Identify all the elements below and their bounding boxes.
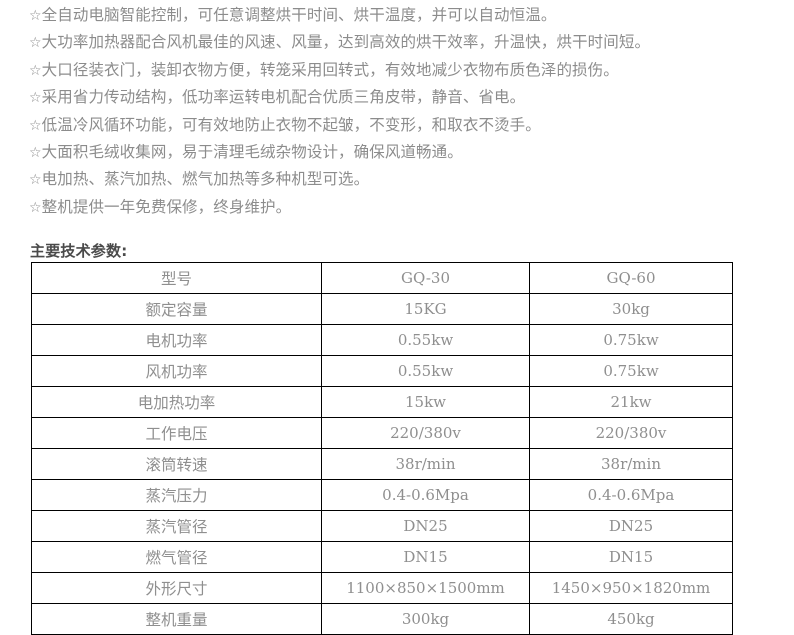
feature-item: ☆大功率加热器配合风机最佳的风速、风量，达到高效的烘干效率，升温快，烘干时间短。 xyxy=(29,29,769,56)
table-row: 燃气管径 DN15 DN15 xyxy=(31,541,733,573)
param-value-gq60-cell: 0.75kw xyxy=(529,355,733,387)
param-value-gq60-cell: DN15 xyxy=(529,541,733,573)
feature-item: ☆全自动电脑智能控制，可任意调整烘干时间、烘干温度，并可以自动恒温。 xyxy=(29,2,769,29)
param-name-cell: 整机重量 xyxy=(31,603,322,635)
param-value-gq30-cell: DN15 xyxy=(321,541,530,573)
param-value-gq30-cell: 1100×850×1500mm xyxy=(321,572,530,604)
param-value-gq60-cell: 0.4-0.6Mpa xyxy=(529,479,733,511)
feature-item: ☆电加热、蒸汽加热、燃气加热等多种机型可选。 xyxy=(29,166,769,193)
feature-list: ☆全自动电脑智能控制，可任意调整烘干时间、烘干温度，并可以自动恒温。 ☆大功率加热… xyxy=(29,2,769,221)
table-row: 电机功率 0.55kw 0.75kw xyxy=(31,324,733,356)
table-row: 蒸汽压力 0.4-0.6Mpa 0.4-0.6Mpa xyxy=(31,479,733,511)
star-icon: ☆ xyxy=(29,8,42,24)
param-value-gq30-cell: 15KG xyxy=(321,293,530,325)
feature-item: ☆大口径装衣门，装卸衣物方便，转笼采用回转式，有效地减少衣物布质色泽的损伤。 xyxy=(29,57,769,84)
param-value-gq30-cell: 300kg xyxy=(321,603,530,635)
star-icon: ☆ xyxy=(29,117,42,134)
table-row: 外形尺寸 1100×850×1500mm 1450×950×1820mm xyxy=(31,572,733,604)
param-name-cell: 外形尺寸 xyxy=(31,572,322,604)
feature-item: ☆低温冷风循环功能，可有效地防止衣物不起皱，不变形，和取衣不烫手。 xyxy=(29,112,769,139)
feature-item: ☆整机提供一年免费保修，终身维护。 xyxy=(29,194,769,221)
feature-item: ☆大面积毛绒收集网，易于清理毛绒杂物设计，确保风道畅通。 xyxy=(29,139,769,166)
table-row: 滚筒转速 38r/min 38r/min xyxy=(31,448,733,480)
feature-item-text: 电加热、蒸汽加热、燃气加热等多种机型可选。 xyxy=(41,170,370,189)
param-name-cell: 蒸汽管径 xyxy=(31,510,322,542)
param-value-gq60-cell: 220/380v xyxy=(529,417,733,449)
param-value-gq60-cell: 21kw xyxy=(529,386,733,418)
product-spec-page: ☆全自动电脑智能控制，可任意调整烘干时间、烘干温度，并可以自动恒温。 ☆大功率加热… xyxy=(29,2,769,635)
feature-item-text: 低温冷风循环功能，可有效地防止衣物不起皱，不变形，和取衣不烫手。 xyxy=(41,115,541,134)
feature-item-text: 大面积毛绒收集网，易于清理毛绒杂物设计，确保风道畅通。 xyxy=(41,143,463,162)
param-name-cell: 工作电压 xyxy=(31,417,322,449)
column-header-gq60: GQ-60 xyxy=(529,262,733,294)
param-name-cell: 电机功率 xyxy=(31,324,322,356)
param-value-gq30-cell: DN25 xyxy=(321,510,530,542)
spec-table: 型号 GQ-30 GQ-60 额定容量 15KG 30kg 电机功率 0.55kw 0.75kw… xyxy=(31,262,733,635)
star-icon: ☆ xyxy=(29,62,42,79)
spec-table-container: 型号 GQ-30 GQ-60 额定容量 15KG 30kg 电机功率 0.55kw 0.75kw… xyxy=(31,262,733,635)
column-header-gq30: GQ-30 xyxy=(321,262,530,294)
param-value-gq30-cell: 15kw xyxy=(321,386,530,418)
table-row: 电加热功率 15kw 21kw xyxy=(31,386,733,418)
star-icon: ☆ xyxy=(29,90,42,107)
feature-item-text: 全自动电脑智能控制，可任意调整烘干时间、烘干温度，并可以自动恒温。 xyxy=(41,6,557,24)
table-row: 风机功率 0.55kw 0.75kw xyxy=(31,355,733,387)
feature-item: ☆采用省力传动结构，低功率运转电机配合优质三角皮带，静音、省电。 xyxy=(29,84,769,111)
column-header-model: 型号 xyxy=(31,262,322,294)
feature-item-text: 采用省力传动结构，低功率运转电机配合优质三角皮带，静音、省电。 xyxy=(41,88,526,107)
feature-item-text: 整机提供一年免费保修，终身维护。 xyxy=(41,197,292,216)
param-value-gq30-cell: 0.55kw xyxy=(321,324,530,356)
table-row: 整机重量 300kg 450kg xyxy=(31,603,733,635)
table-row: 蒸汽管径 DN25 DN25 xyxy=(31,510,733,542)
param-value-gq30-cell: 0.55kw xyxy=(321,355,530,387)
param-name-cell: 蒸汽压力 xyxy=(31,479,322,511)
param-value-gq60-cell: DN25 xyxy=(529,510,733,542)
feature-item-text: 大口径装衣门，装卸衣物方便，转笼采用回转式，有效地减少衣物布质色泽的损伤。 xyxy=(41,60,619,79)
param-name-cell: 燃气管径 xyxy=(31,541,322,573)
table-row: 额定容量 15KG 30kg xyxy=(31,293,733,325)
param-value-gq60-cell: 1450×950×1820mm xyxy=(529,572,733,604)
param-value-gq60-cell: 30kg xyxy=(529,293,733,325)
star-icon: ☆ xyxy=(29,172,42,189)
param-name-cell: 滚筒转速 xyxy=(31,448,322,480)
param-value-gq60-cell: 450kg xyxy=(529,603,733,635)
param-value-gq60-cell: 0.75kw xyxy=(529,324,733,356)
param-value-gq30-cell: 220/380v xyxy=(321,417,530,449)
spec-table-body: 型号 GQ-30 GQ-60 额定容量 15KG 30kg 电机功率 0.55kw 0.75kw… xyxy=(31,262,733,635)
star-icon: ☆ xyxy=(29,199,42,216)
param-name-cell: 电加热功率 xyxy=(31,386,322,418)
param-value-gq60-cell: 38r/min xyxy=(529,448,733,480)
star-icon: ☆ xyxy=(29,145,42,162)
param-name-cell: 风机功率 xyxy=(31,355,322,387)
table-header-row: 型号 GQ-30 GQ-60 xyxy=(31,262,733,294)
feature-item-text: 大功率加热器配合风机最佳的风速、风量，达到高效的烘干效率，升温快，烘干时间短。 xyxy=(41,33,651,52)
table-row: 工作电压 220/380v 220/380v xyxy=(31,417,733,449)
param-value-gq30-cell: 38r/min xyxy=(321,448,530,480)
spec-section-heading: 主要技术参数: xyxy=(30,242,128,260)
star-icon: ☆ xyxy=(29,35,42,52)
param-value-gq30-cell: 0.4-0.6Mpa xyxy=(321,479,530,511)
param-name-cell: 额定容量 xyxy=(31,293,322,325)
